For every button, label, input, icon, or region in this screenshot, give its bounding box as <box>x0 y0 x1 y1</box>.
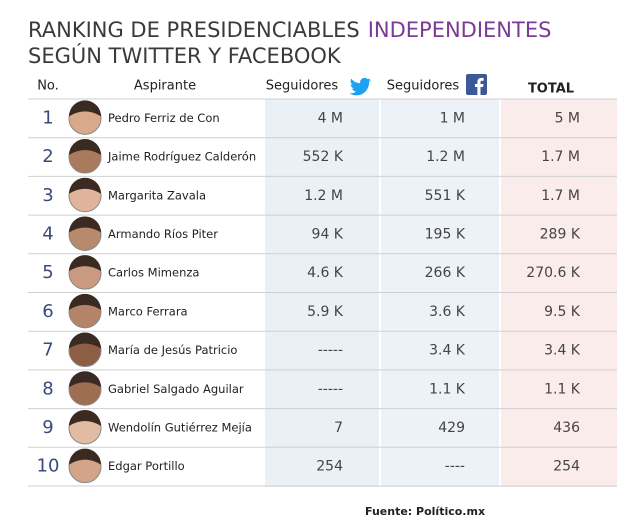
candidate-name: Gabriel Salgado Aguilar <box>108 382 244 396</box>
title-highlight: INDEPENDIENTES <box>368 18 552 42</box>
row-number: 1 <box>42 107 53 128</box>
avatar-hair <box>69 255 101 272</box>
facebook-icon <box>466 74 487 95</box>
facebook-followers: 3.4 K <box>429 343 466 359</box>
avatar-hair <box>69 448 101 465</box>
facebook-followers: 195 K <box>425 226 466 242</box>
row-number: 10 <box>37 456 60 477</box>
facebook-followers: ---- <box>445 459 465 475</box>
avatar-hair <box>69 139 101 156</box>
twitter-followers: 254 <box>316 459 343 475</box>
header-cell: Aspirante <box>134 79 196 94</box>
total-followers: 1.7 M <box>541 149 580 165</box>
total-followers: 5 M <box>555 110 580 126</box>
facebook-followers: 551 K <box>425 188 466 204</box>
candidate-name: Marco Ferrara <box>108 304 188 318</box>
twitter-followers: ----- <box>318 343 343 359</box>
title-text: RANKING DE PRESIDENCIABLES <box>28 18 360 42</box>
source: Fuente: Político.mx <box>365 505 485 518</box>
row-number: 7 <box>42 340 53 361</box>
twitter-followers: 552 K <box>303 149 344 165</box>
avatar-hair <box>69 177 101 194</box>
candidate-name: Carlos Mimenza <box>108 266 199 280</box>
facebook-followers: 1.2 M <box>426 149 465 165</box>
candidate-name: Margarita Zavala <box>108 188 206 202</box>
twitter-followers: 4.6 K <box>307 265 344 281</box>
header-cell: Seguidores <box>266 79 339 94</box>
twitter-followers: 94 K <box>312 226 344 242</box>
twitter-icon <box>349 77 371 96</box>
facebook-followers: 429 <box>438 420 465 436</box>
facebook-followers: 3.6 K <box>429 304 466 320</box>
avatar-hair <box>69 332 101 349</box>
twitter-followers: 1.2 M <box>304 188 343 204</box>
row-number: 9 <box>42 417 53 438</box>
avatar-hair <box>69 371 101 388</box>
candidate-name: María de Jesús Patricio <box>108 343 237 357</box>
avatar-hair <box>69 216 101 233</box>
total-followers: 1.1 K <box>544 381 581 397</box>
total-followers: 3.4 K <box>544 343 581 359</box>
row-number: 3 <box>42 185 53 206</box>
total-followers: 436 <box>553 420 580 436</box>
candidate-name: Edgar Portillo <box>108 459 185 473</box>
total-followers: 9.5 K <box>544 304 581 320</box>
facebook-followers: 266 K <box>425 265 466 281</box>
total-followers: 1.7 M <box>541 188 580 204</box>
header-cell: Seguidores <box>387 79 460 94</box>
candidate-name: Pedro Ferriz de Con <box>108 111 220 125</box>
total-followers: 254 <box>553 459 580 475</box>
total-followers: 289 K <box>540 226 581 242</box>
avatar-hair <box>69 100 101 117</box>
row-number: 2 <box>42 146 53 167</box>
twitter-followers: ----- <box>318 381 343 397</box>
candidate-name: Jaime Rodríguez Calderón <box>107 150 256 164</box>
twitter-followers: 5.9 K <box>307 304 344 320</box>
avatar-hair <box>69 293 101 310</box>
twitter-followers: 7 <box>334 420 343 436</box>
header-cell: TOTAL <box>528 82 574 97</box>
title-line: SEGÚN TWITTER Y FACEBOOK <box>28 43 342 68</box>
twitter-followers: 4 M <box>318 110 343 126</box>
row-number: 6 <box>42 301 53 322</box>
total-followers: 270.6 K <box>526 265 581 281</box>
row-number: 8 <box>42 378 53 399</box>
candidate-name: Wendolín Gutiérrez Mejía <box>108 420 252 434</box>
header-cell: No. <box>37 79 59 94</box>
title-line: RANKING DE PRESIDENCIABLES INDEPENDIENTES <box>28 18 551 42</box>
candidate-name: Armando Ríos Piter <box>108 227 218 241</box>
avatar-hair <box>69 409 101 426</box>
row-number: 4 <box>42 223 53 244</box>
facebook-followers: 1.1 K <box>429 381 466 397</box>
facebook-followers: 1 M <box>440 110 465 126</box>
row-number: 5 <box>42 262 53 283</box>
